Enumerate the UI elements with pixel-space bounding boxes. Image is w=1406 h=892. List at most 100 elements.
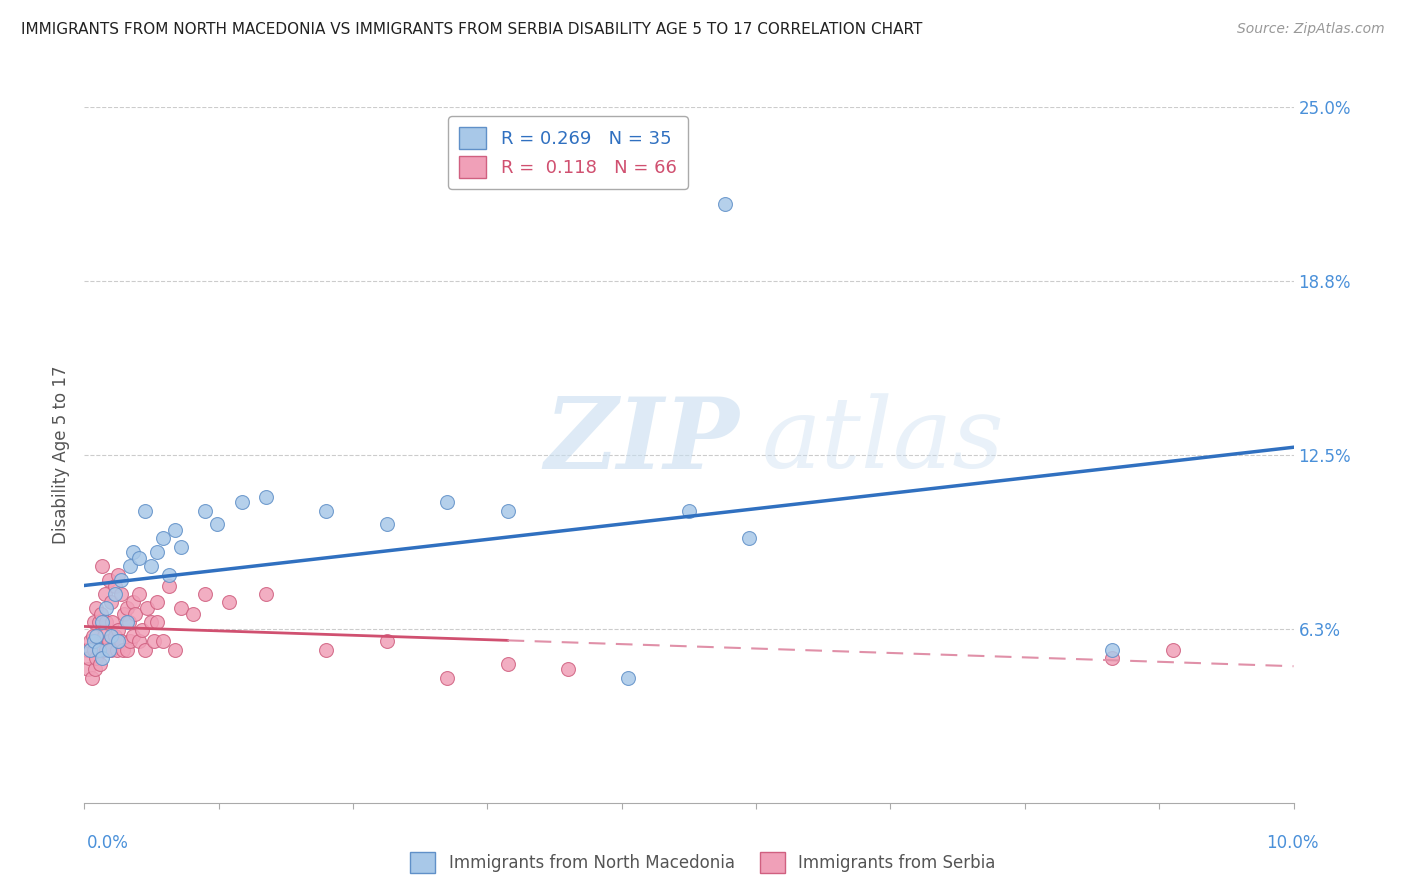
Text: Source: ZipAtlas.com: Source: ZipAtlas.com [1237, 22, 1385, 37]
Point [97, 573, 120, 587]
Text: 10.0%: 10.0% [1267, 834, 1319, 852]
Point [110, 573, 132, 587]
Point [152, 634, 174, 648]
Point [128, 587, 150, 601]
Point [101, 615, 124, 629]
Text: 0.0%: 0.0% [87, 834, 129, 852]
Point [86, 651, 108, 665]
Point [107, 567, 129, 582]
Point [86, 601, 108, 615]
Point [87, 642, 110, 657]
Point [496, 657, 519, 671]
Point [143, 634, 166, 648]
Point [87, 642, 110, 657]
Point [1101, 651, 1123, 665]
Point [315, 642, 337, 657]
Point [104, 587, 127, 601]
Point [157, 579, 180, 593]
Point [89, 657, 111, 671]
Point [93, 629, 115, 643]
Point [94, 642, 117, 657]
Text: atlas: atlas [762, 393, 1004, 489]
Legend: Immigrants from North Macedonia, Immigrants from Serbia: Immigrants from North Macedonia, Immigra… [404, 846, 1002, 880]
Point [94, 587, 117, 601]
Point [118, 615, 141, 629]
Point [94, 601, 117, 615]
Point [128, 634, 150, 648]
Point [436, 495, 458, 509]
Point [181, 607, 204, 621]
Point [86, 629, 108, 643]
Point [157, 567, 180, 582]
Y-axis label: Disability Age 5 to 17: Disability Age 5 to 17 [52, 366, 70, 544]
Point [100, 642, 122, 657]
Point [91, 559, 114, 574]
Point [120, 559, 142, 574]
Point [165, 523, 187, 537]
Point [104, 579, 127, 593]
Point [436, 671, 458, 685]
Point [1101, 642, 1123, 657]
Point [136, 601, 159, 615]
Point [104, 629, 127, 643]
Point [76, 642, 98, 657]
Point [91, 615, 114, 629]
Point [254, 490, 277, 504]
Point [165, 642, 187, 657]
Point [121, 595, 143, 609]
Point [131, 624, 153, 638]
Point [79, 642, 101, 657]
Text: ZIP: ZIP [544, 392, 738, 489]
Point [83, 615, 105, 629]
Point [115, 615, 138, 629]
Point [91, 642, 114, 657]
Point [170, 540, 193, 554]
Point [738, 532, 761, 546]
Point [97, 634, 120, 648]
Point [84, 662, 107, 676]
Point [83, 634, 105, 648]
Point [105, 642, 128, 657]
Point [496, 503, 519, 517]
Point [152, 532, 174, 546]
Point [124, 607, 146, 621]
Point [107, 634, 129, 648]
Point [714, 197, 737, 211]
Point [121, 545, 143, 559]
Point [1161, 642, 1184, 657]
Point [77, 662, 100, 676]
Point [121, 629, 143, 643]
Point [134, 642, 156, 657]
Point [146, 615, 169, 629]
Point [115, 642, 138, 657]
Point [107, 624, 129, 638]
Point [375, 634, 398, 648]
Point [80, 671, 103, 685]
Point [218, 595, 240, 609]
Point [100, 629, 122, 643]
Point [79, 634, 101, 648]
Point [97, 642, 120, 657]
Point [112, 607, 135, 621]
Point [207, 517, 229, 532]
Point [617, 671, 640, 685]
Point [254, 587, 277, 601]
Point [146, 545, 169, 559]
Point [315, 503, 337, 517]
Point [375, 517, 398, 532]
Point [194, 503, 217, 517]
Point [83, 642, 105, 657]
Point [146, 595, 169, 609]
Point [112, 642, 135, 657]
Point [120, 634, 142, 648]
Point [90, 607, 112, 621]
Point [115, 601, 138, 615]
Point [77, 651, 100, 665]
Point [170, 601, 193, 615]
Point [134, 503, 156, 517]
Point [110, 587, 132, 601]
Point [91, 651, 114, 665]
Point [139, 615, 162, 629]
Point [678, 503, 700, 517]
Point [87, 615, 110, 629]
